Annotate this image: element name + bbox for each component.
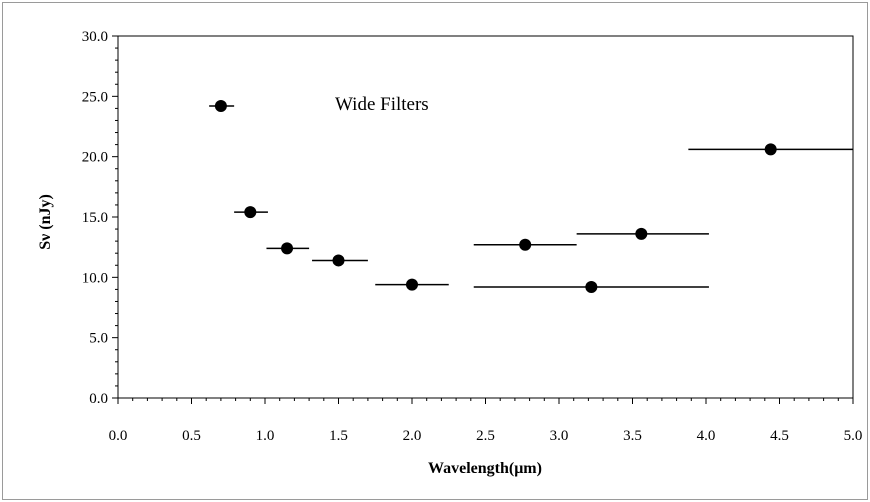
data-point bbox=[519, 238, 532, 251]
x-tick-label: 5.0 bbox=[844, 428, 863, 444]
x-tick-label: 1.0 bbox=[256, 428, 275, 444]
plot-border bbox=[117, 35, 854, 399]
data-point bbox=[585, 280, 598, 293]
x-tick-label: 0.0 bbox=[109, 428, 128, 444]
x-tick-label: 4.5 bbox=[770, 428, 789, 444]
y-tick-label: 5.0 bbox=[89, 331, 108, 347]
x-tick-label: 2.0 bbox=[403, 428, 422, 444]
data-point bbox=[406, 278, 418, 291]
x-axis: 0.0 0.5 1.0 1.5 2.0 2.5 3.0 3.5 4.0 4.5 5.0 bbox=[109, 398, 863, 444]
x-axis-title: Wavelength(μm) bbox=[428, 460, 542, 477]
chart-annotation: Wide Filters bbox=[335, 94, 429, 115]
x-tick-label: 1.5 bbox=[329, 428, 348, 444]
y-tick-label: 10.0 bbox=[82, 270, 108, 286]
x-tick-label: 2.5 bbox=[476, 428, 495, 444]
x-tick-label: 4.0 bbox=[697, 428, 716, 444]
x-tick-label: 0.5 bbox=[182, 428, 201, 444]
y-tick-label: 30.0 bbox=[82, 29, 108, 45]
x-tick-label: 3.0 bbox=[550, 428, 569, 444]
plot-area bbox=[117, 35, 854, 399]
y-tick-label: 20.0 bbox=[82, 150, 108, 166]
data-point bbox=[764, 143, 777, 156]
y-tick-label: 25.0 bbox=[82, 89, 108, 105]
y-axis-title: Sν (nJy) bbox=[37, 194, 54, 250]
y-tick-label: 0.0 bbox=[89, 391, 108, 407]
x-tick-label: 3.5 bbox=[623, 428, 642, 444]
error-bars bbox=[209, 105, 853, 288]
data-points bbox=[214, 99, 777, 293]
data-point bbox=[281, 242, 294, 255]
data-point bbox=[635, 227, 648, 240]
data-point bbox=[332, 254, 345, 267]
y-tick-label: 15.0 bbox=[82, 210, 108, 226]
y-axis: 0.0 5.0 10.0 15.0 20.0 25.0 30.0 bbox=[82, 29, 118, 407]
data-point bbox=[244, 206, 257, 219]
data-point bbox=[214, 99, 227, 112]
